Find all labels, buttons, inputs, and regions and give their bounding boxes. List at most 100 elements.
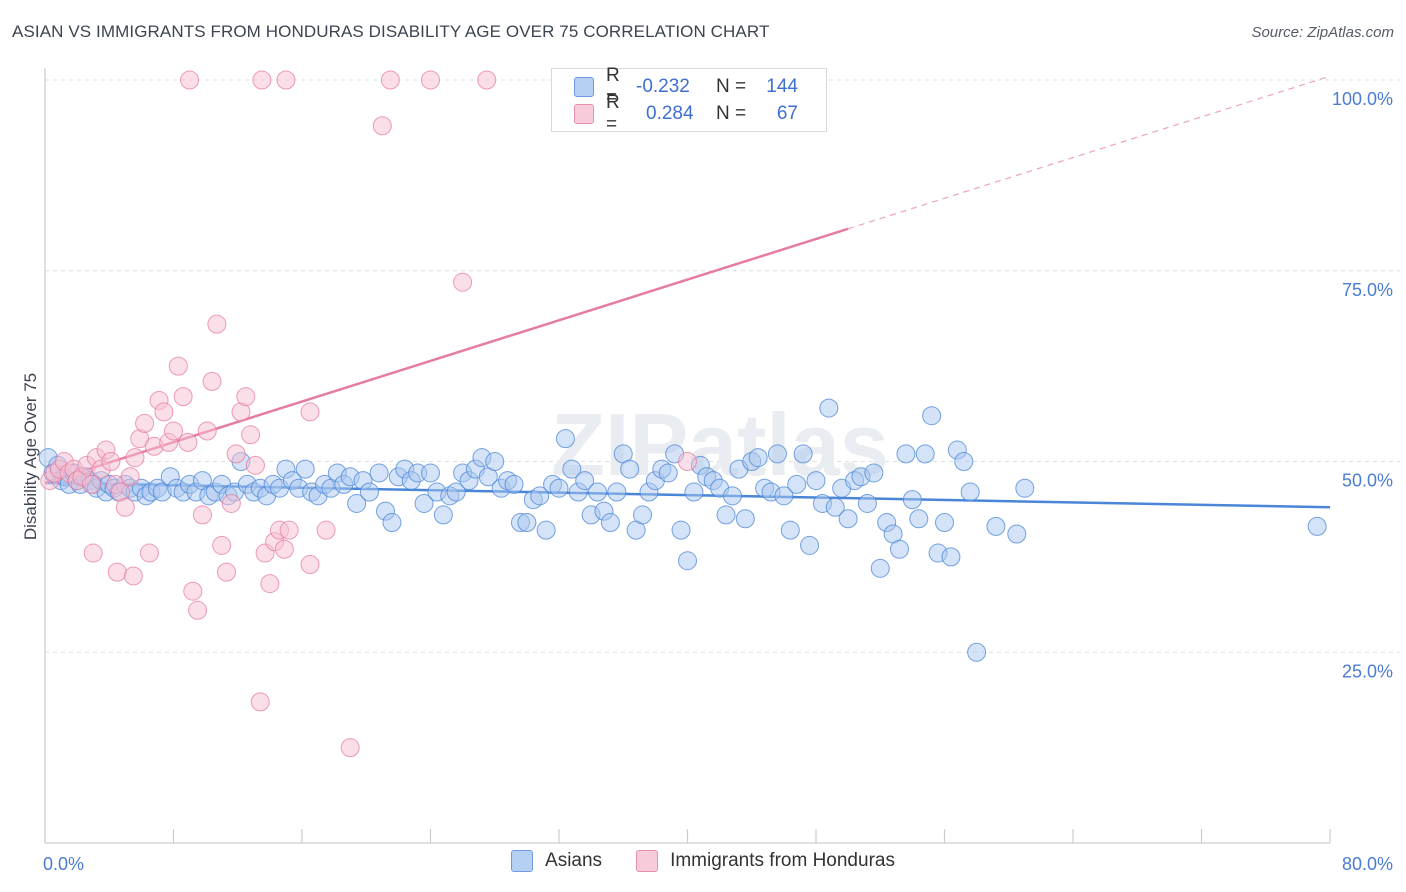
asians-point (935, 513, 954, 533)
asians-point (954, 452, 974, 471)
asians-point (960, 482, 980, 502)
series-legend: Asians Immigrants from Honduras (0, 850, 1406, 872)
legend-label: Immigrants from Honduras (670, 850, 895, 871)
honduras-point (260, 574, 280, 594)
chart-source: Source: ZipAtlas.com (1251, 24, 1394, 41)
honduras-point (250, 692, 270, 712)
asians-point (504, 474, 524, 494)
honduras-point (173, 387, 193, 407)
asians-point (658, 463, 678, 483)
asians-point (825, 497, 845, 517)
asians-point (774, 486, 794, 506)
honduras-point (300, 555, 320, 575)
honduras-point (477, 70, 497, 90)
honduras-point (212, 535, 232, 555)
legend-item-asians[interactable]: Asians (511, 850, 602, 872)
asians-point (347, 493, 367, 513)
honduras-point (372, 116, 392, 136)
honduras-point (82, 474, 102, 494)
asians-point (922, 406, 942, 426)
honduras-point (125, 448, 145, 468)
asians-point (806, 471, 826, 491)
honduras-point (252, 70, 272, 90)
asians-point (915, 444, 935, 464)
honduras-point (274, 539, 294, 559)
asians-point (530, 486, 550, 506)
asians-point (575, 471, 595, 491)
asians-point (536, 520, 556, 540)
asians-point (633, 505, 653, 525)
asians-point (588, 482, 608, 502)
r-label: R = (606, 65, 620, 108)
tick-labels: 25.0% 50.0% 75.0% 100.0% 0.0% 80.0% Disability… (21, 89, 1393, 874)
honduras-point (245, 455, 265, 475)
honduras-point (202, 371, 222, 391)
asians-point (780, 520, 800, 540)
asians-point (967, 642, 987, 662)
asians-point (800, 535, 820, 555)
asians-point (722, 486, 742, 506)
asians-point (517, 513, 537, 533)
asians-point (549, 478, 569, 498)
honduras-point (197, 421, 217, 441)
honduras-point (380, 70, 400, 90)
asians-point (890, 539, 910, 559)
asians-point (382, 513, 402, 533)
honduras-point (340, 738, 360, 758)
honduras-legend-swatch (636, 850, 659, 872)
asians-point (678, 551, 697, 571)
honduras-point (236, 387, 256, 407)
asians-point (562, 459, 582, 479)
honduras-point (180, 70, 200, 90)
legend-row-honduras: R = 0.284 N = 67 (574, 92, 798, 135)
honduras-point (154, 402, 174, 422)
correlation-legend: R = -0.232 N = 144 R = 0.284 N = 67 (551, 65, 827, 135)
honduras-point (139, 543, 159, 563)
asians-point (767, 444, 787, 464)
y-axis-label: Disability Age Over 75 (21, 373, 40, 540)
asians-point (684, 482, 704, 502)
asians-point (896, 444, 916, 464)
asians-point (838, 509, 858, 529)
asians-point (864, 463, 884, 483)
honduras-point (178, 432, 198, 452)
asians-point (620, 459, 640, 479)
honduras-point (421, 70, 440, 90)
honduras-trend-extension (847, 75, 1331, 230)
asians-point (748, 448, 768, 468)
asians-point (1015, 478, 1035, 498)
asians-point (421, 463, 440, 483)
honduras-point (120, 467, 140, 487)
honduras-point (101, 452, 121, 471)
data-points (38, 70, 1327, 758)
asians-point (485, 452, 505, 471)
n-value: 144 (766, 76, 798, 97)
honduras-point (192, 505, 212, 525)
asians-point (819, 398, 839, 418)
r-value: -0.232 (636, 76, 690, 97)
asians-point (414, 493, 434, 513)
chart-title: ASIAN VS IMMIGRANTS FROM HONDURAS DISABI… (12, 22, 770, 41)
honduras-point (226, 444, 246, 464)
legend-row-asians: R = -0.232 N = 144 (574, 65, 798, 108)
asians-point (433, 505, 453, 525)
r-label: R = (606, 92, 620, 135)
asians-point (369, 463, 389, 483)
asians-point (607, 482, 627, 502)
honduras-point (300, 402, 320, 422)
y-tick-label: 100.0% (1332, 89, 1393, 109)
x-tick-label: 0.0% (43, 854, 84, 874)
asians-point (735, 509, 755, 529)
asians-point (787, 474, 807, 494)
honduras-point (168, 356, 188, 376)
honduras-point (279, 520, 299, 540)
asians-point (295, 459, 315, 479)
honduras-point (83, 543, 103, 563)
asians-point (446, 482, 466, 502)
n-label: N = (716, 76, 747, 97)
honduras-point (217, 562, 237, 582)
asians-point (1307, 516, 1327, 536)
legend-item-honduras[interactable]: Immigrants from Honduras (636, 850, 895, 872)
